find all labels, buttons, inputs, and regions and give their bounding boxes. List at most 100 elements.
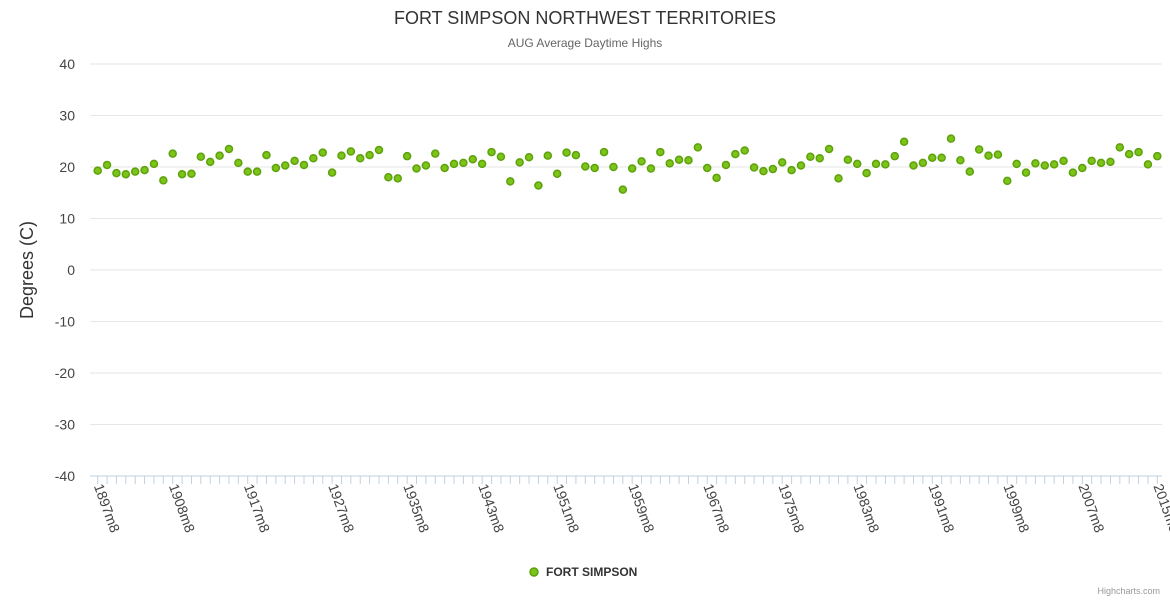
- data-point[interactable]: [1078, 163, 1087, 173]
- data-point[interactable]: [759, 166, 768, 176]
- data-point[interactable]: [262, 150, 271, 160]
- data-point[interactable]: [618, 185, 628, 194]
- data-point[interactable]: [1134, 147, 1143, 157]
- data-point[interactable]: [993, 150, 1003, 159]
- data-point[interactable]: [1115, 143, 1125, 152]
- data-point[interactable]: [806, 152, 815, 161]
- data-point[interactable]: [290, 156, 299, 166]
- data-point[interactable]: [234, 158, 243, 168]
- data-point[interactable]: [487, 147, 496, 157]
- data-point[interactable]: [1059, 156, 1068, 166]
- data-point[interactable]: [946, 134, 956, 143]
- data-point[interactable]: [1040, 161, 1050, 170]
- data-point[interactable]: [937, 153, 946, 162]
- data-point[interactable]: [506, 177, 515, 186]
- data-point[interactable]: [402, 151, 412, 161]
- data-point[interactable]: [205, 157, 215, 167]
- data-point[interactable]: [168, 149, 177, 158]
- data-point[interactable]: [1106, 157, 1115, 167]
- data-point[interactable]: [374, 145, 384, 155]
- data-point[interactable]: [130, 167, 140, 176]
- data-point[interactable]: [928, 153, 937, 162]
- data-point[interactable]: [909, 161, 918, 170]
- data-point[interactable]: [215, 151, 224, 160]
- data-point[interactable]: [356, 153, 365, 163]
- data-point[interactable]: [834, 174, 843, 183]
- data-point[interactable]: [309, 153, 318, 163]
- data-point[interactable]: [749, 163, 759, 172]
- data-point[interactable]: [149, 159, 159, 169]
- data-point[interactable]: [102, 160, 112, 170]
- data-point[interactable]: [477, 159, 487, 169]
- data-point[interactable]: [1068, 168, 1078, 177]
- data-point[interactable]: [862, 168, 871, 178]
- data-point[interactable]: [1031, 159, 1040, 168]
- data-point[interactable]: [112, 168, 121, 178]
- data-point[interactable]: [187, 169, 196, 178]
- data-point[interactable]: [656, 147, 665, 157]
- data-point[interactable]: [693, 143, 703, 152]
- data-point[interactable]: [93, 166, 102, 175]
- data-point[interactable]: [159, 176, 168, 185]
- data-point[interactable]: [702, 163, 712, 173]
- data-point[interactable]: [731, 149, 740, 159]
- data-point[interactable]: [534, 181, 543, 190]
- data-point[interactable]: [824, 144, 834, 154]
- data-point[interactable]: [459, 158, 468, 168]
- data-point[interactable]: [721, 160, 731, 170]
- data-point[interactable]: [609, 162, 618, 172]
- data-point[interactable]: [590, 163, 599, 173]
- data-point[interactable]: [665, 159, 674, 168]
- data-point[interactable]: [843, 155, 853, 165]
- data-point[interactable]: [599, 147, 609, 157]
- data-point[interactable]: [365, 150, 374, 160]
- data-point[interactable]: [224, 144, 234, 154]
- data-point[interactable]: [243, 167, 252, 176]
- data-point[interactable]: [871, 159, 881, 169]
- data-point[interactable]: [974, 145, 984, 154]
- data-point[interactable]: [440, 163, 449, 173]
- data-point[interactable]: [581, 162, 590, 171]
- data-point[interactable]: [121, 169, 131, 179]
- data-point[interactable]: [271, 163, 281, 173]
- data-point[interactable]: [1143, 160, 1153, 169]
- data-point[interactable]: [777, 158, 787, 167]
- legend-item-fort-simpson[interactable]: FORT SIMPSON: [546, 565, 637, 579]
- data-point[interactable]: [496, 152, 506, 161]
- data-point[interactable]: [637, 157, 646, 166]
- data-point[interactable]: [449, 159, 459, 169]
- data-point[interactable]: [196, 152, 206, 161]
- data-point[interactable]: [280, 161, 290, 170]
- data-point[interactable]: [384, 173, 393, 182]
- data-point[interactable]: [1012, 159, 1021, 169]
- data-point[interactable]: [562, 148, 571, 157]
- data-point[interactable]: [1096, 158, 1106, 168]
- data-point[interactable]: [1021, 168, 1031, 177]
- data-point[interactable]: [1124, 149, 1134, 159]
- data-point[interactable]: [393, 174, 403, 183]
- data-point[interactable]: [712, 173, 721, 183]
- data-point[interactable]: [327, 168, 337, 177]
- data-point[interactable]: [412, 164, 421, 173]
- data-point[interactable]: [1153, 151, 1162, 161]
- data-point[interactable]: [740, 146, 749, 155]
- data-point[interactable]: [627, 164, 637, 173]
- data-point[interactable]: [918, 158, 928, 168]
- data-point[interactable]: [965, 167, 975, 176]
- credits-link[interactable]: Highcharts.com: [1097, 586, 1160, 596]
- data-point[interactable]: [1003, 176, 1012, 186]
- series-points[interactable]: [93, 134, 1162, 194]
- data-point[interactable]: [796, 161, 806, 170]
- data-point[interactable]: [815, 153, 824, 163]
- data-point[interactable]: [431, 149, 440, 158]
- data-point[interactable]: [515, 158, 524, 167]
- legend[interactable]: FORT SIMPSON: [529, 565, 637, 579]
- data-point[interactable]: [421, 161, 431, 170]
- data-point[interactable]: [543, 151, 553, 160]
- data-point[interactable]: [571, 150, 581, 160]
- data-point[interactable]: [787, 165, 796, 175]
- data-point[interactable]: [468, 155, 478, 164]
- data-point[interactable]: [890, 151, 899, 161]
- data-point[interactable]: [299, 160, 309, 170]
- data-point[interactable]: [1087, 156, 1096, 166]
